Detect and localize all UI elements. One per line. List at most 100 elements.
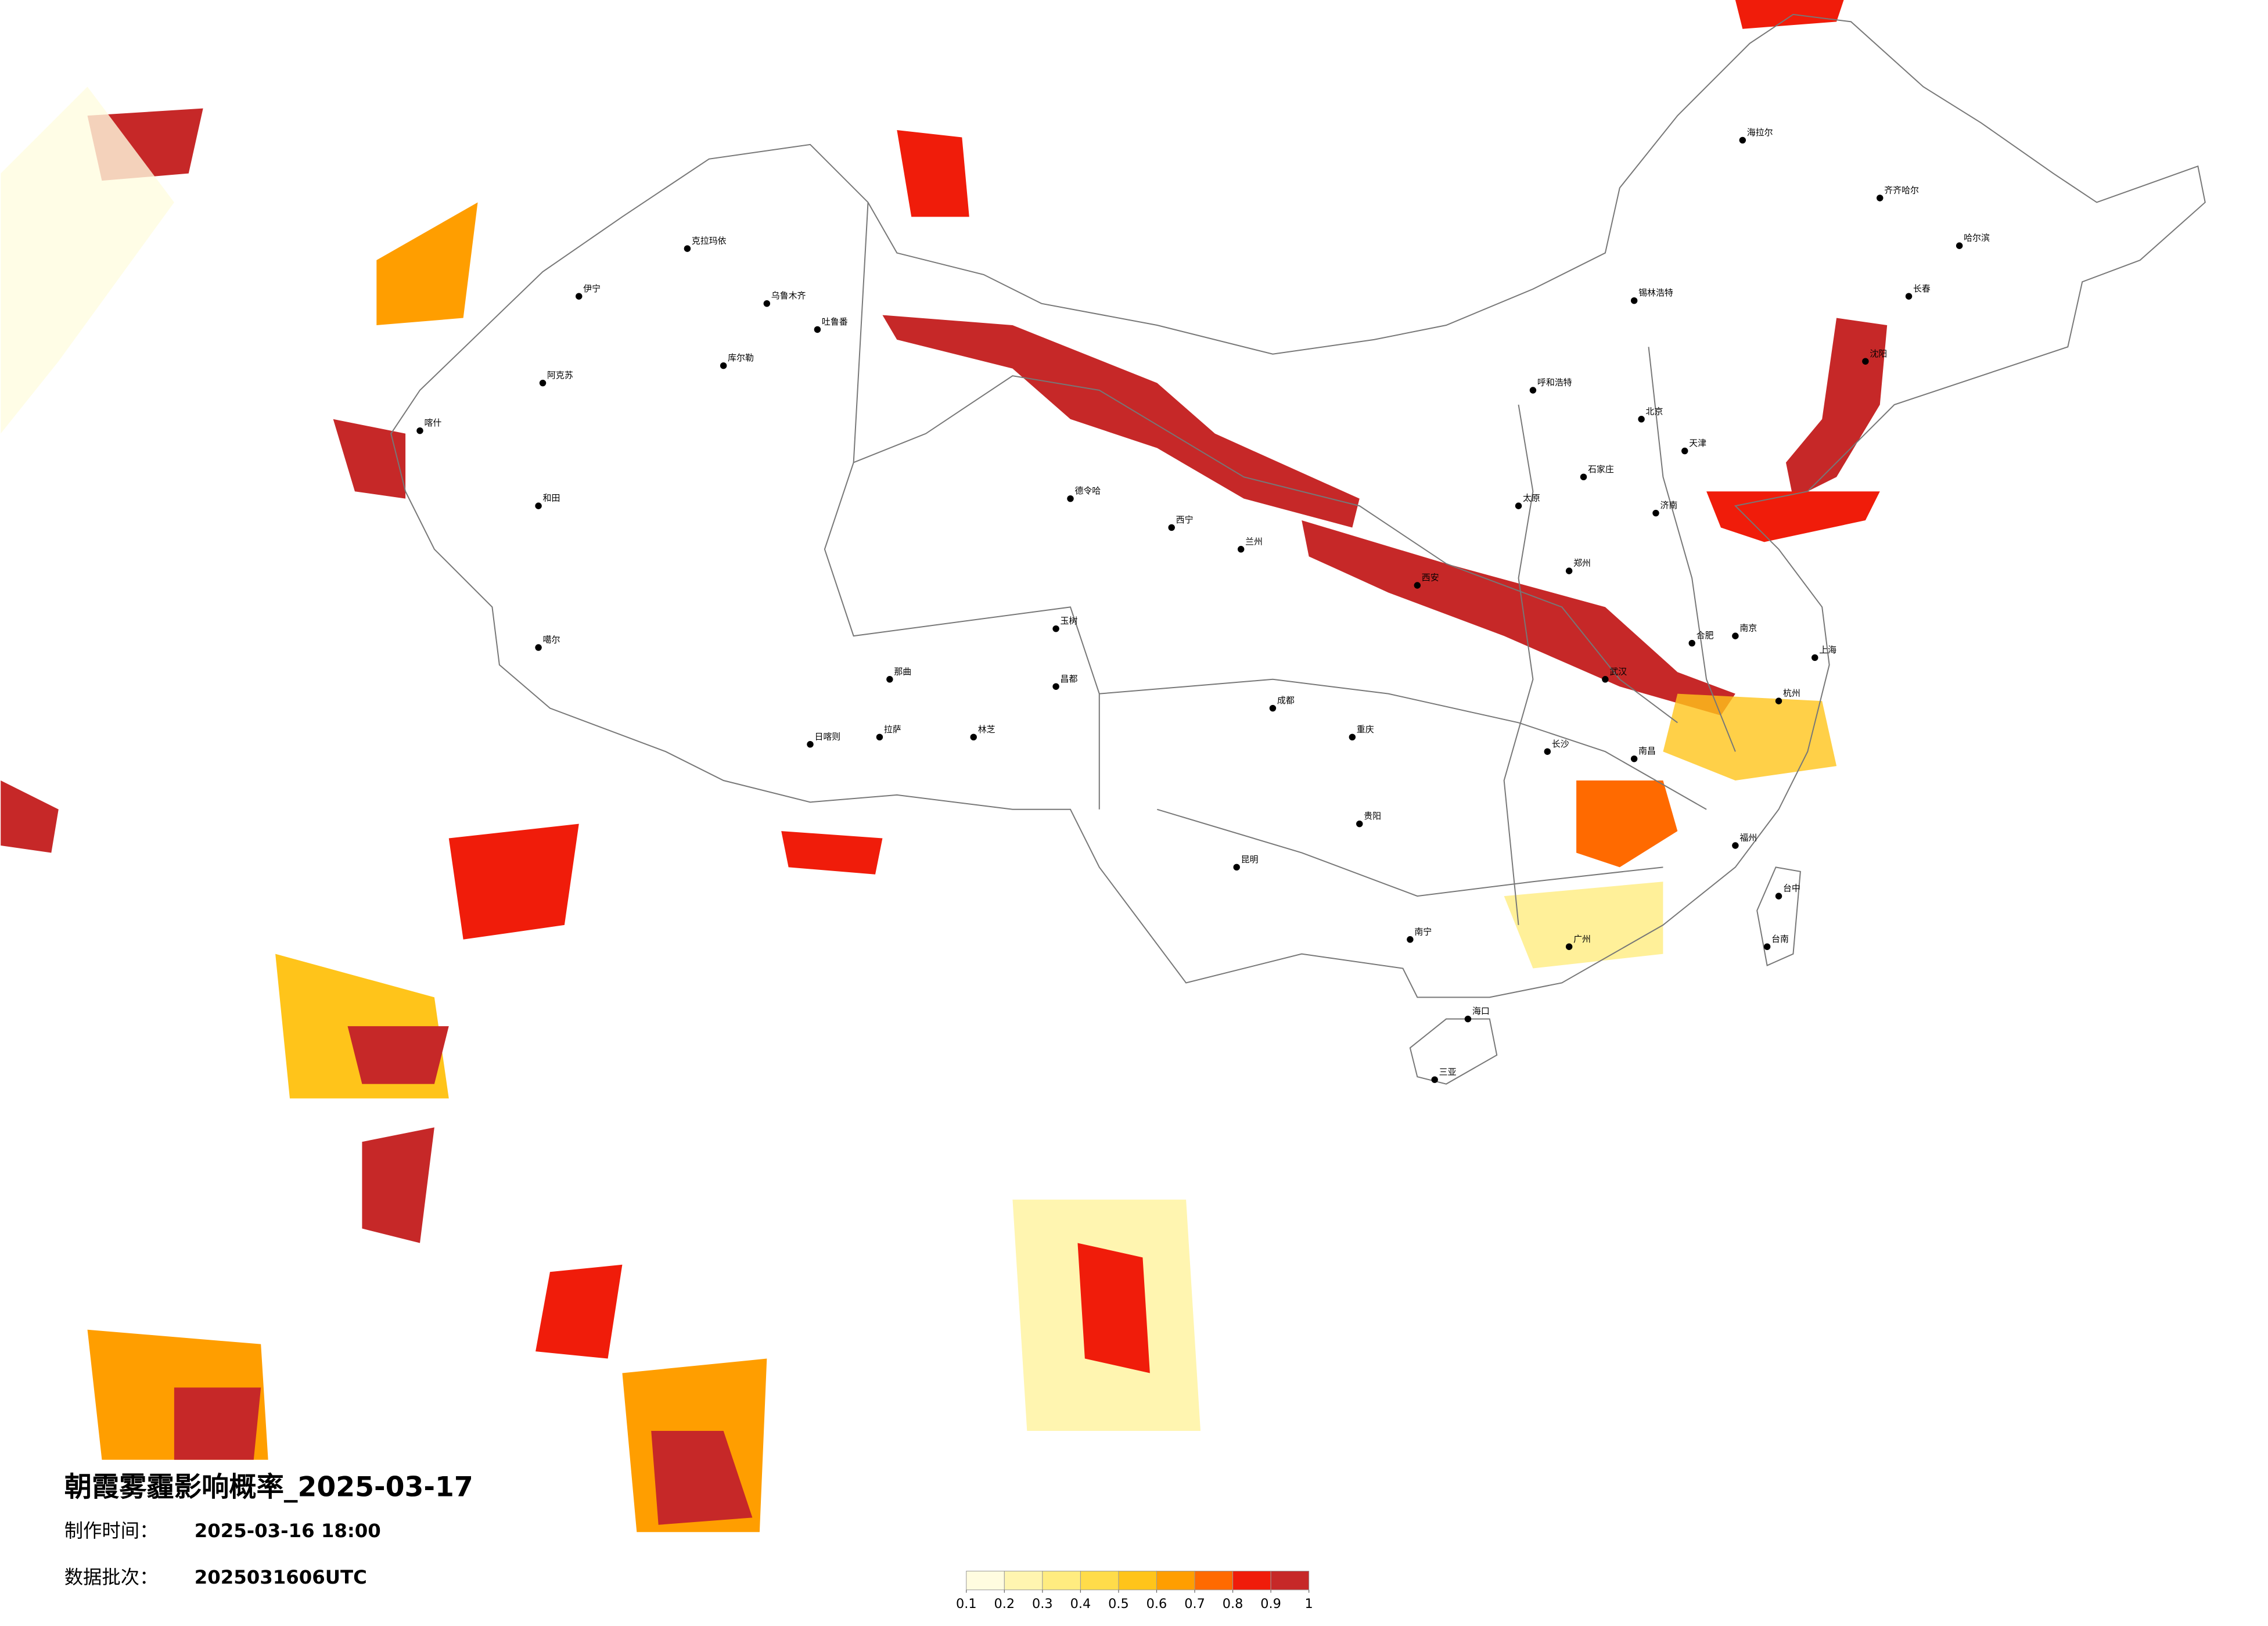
city-label: 昌都 bbox=[1061, 674, 1078, 684]
city-label: 兰州 bbox=[1245, 536, 1263, 546]
city-label: 南宁 bbox=[1414, 926, 1432, 937]
city-dot bbox=[1732, 632, 1739, 639]
colorbar-swatch bbox=[1118, 1570, 1157, 1591]
colorbar-swatch bbox=[1042, 1570, 1081, 1591]
city-label: 成都 bbox=[1277, 695, 1295, 706]
haze-area bbox=[882, 315, 1360, 528]
city-label: 昆明 bbox=[1241, 854, 1259, 865]
colorbar-tick-label: 0.1 bbox=[956, 1596, 977, 1611]
haze-area bbox=[347, 1026, 449, 1084]
haze-area bbox=[1706, 491, 1880, 542]
city-dot bbox=[1052, 625, 1059, 632]
city-dot bbox=[1233, 864, 1240, 871]
city-label: 林芝 bbox=[978, 724, 995, 735]
haze-area bbox=[1735, 0, 1844, 29]
city-dot bbox=[1414, 582, 1421, 589]
city-dot bbox=[1544, 748, 1551, 755]
city-label: 日喀则 bbox=[814, 731, 840, 742]
haze-area bbox=[333, 419, 406, 499]
city-label: 上海 bbox=[1819, 645, 1836, 655]
city-dot bbox=[535, 502, 542, 509]
colorbar: 0.1 0.2 0.3 0.4 0.5 0.6 0.7 0.8 0.9 1 bbox=[956, 1570, 1313, 1611]
city-dot bbox=[1630, 297, 1638, 304]
haze-area bbox=[781, 831, 883, 875]
haze-area bbox=[1785, 318, 1888, 499]
city-label: 德令哈 bbox=[1074, 485, 1101, 496]
city-dot bbox=[807, 741, 814, 748]
colorbar-tick-label: 0.9 bbox=[1260, 1596, 1281, 1611]
city-label: 贵阳 bbox=[1364, 811, 1381, 821]
city-dot bbox=[1431, 1076, 1438, 1083]
city-label: 天津 bbox=[1689, 438, 1706, 448]
city-label: 伊宁 bbox=[583, 283, 601, 294]
city-dot bbox=[1602, 676, 1609, 683]
province-line bbox=[853, 375, 1678, 724]
city-label: 南京 bbox=[1739, 623, 1757, 634]
city-dot bbox=[763, 300, 771, 307]
city-label: 喀什 bbox=[424, 418, 441, 428]
city-label: 海口 bbox=[1472, 1006, 1490, 1016]
city-label: 广州 bbox=[1573, 934, 1591, 944]
city-dot bbox=[1565, 943, 1573, 950]
city-label: 拉萨 bbox=[884, 724, 901, 735]
city-label: 三亚 bbox=[1439, 1067, 1457, 1077]
batch-label: 数据批次： bbox=[64, 1566, 159, 1588]
haze-area bbox=[1504, 882, 1663, 969]
colorbar-swatch bbox=[1270, 1570, 1310, 1591]
city-label: 哈尔滨 bbox=[1964, 233, 1990, 243]
city-dot bbox=[1956, 242, 1963, 249]
haze-area bbox=[1302, 520, 1735, 715]
haze-area bbox=[376, 202, 478, 325]
city-dot bbox=[1067, 495, 1074, 502]
city-label: 长沙 bbox=[1552, 739, 1569, 749]
city-label: 北京 bbox=[1646, 406, 1663, 416]
city-label: 长春 bbox=[1913, 283, 1931, 294]
city-label: 那曲 bbox=[894, 666, 911, 677]
city-label: 噶尔 bbox=[543, 635, 560, 645]
city-label: 和田 bbox=[543, 493, 560, 503]
city-label: 台南 bbox=[1771, 934, 1789, 944]
city-dot bbox=[1681, 447, 1688, 455]
city-label: 南昌 bbox=[1638, 746, 1656, 756]
city-dot bbox=[1739, 136, 1746, 144]
colorbar-swatch bbox=[966, 1570, 1005, 1591]
province-line bbox=[1503, 404, 1534, 925]
city-label: 玉树 bbox=[1061, 616, 1078, 626]
china-outline bbox=[390, 13, 2206, 998]
city-label: 乌鲁木齐 bbox=[771, 290, 806, 301]
city-dot bbox=[1862, 358, 1869, 365]
city-dot bbox=[1775, 697, 1782, 704]
colorbar-swatch bbox=[1004, 1570, 1043, 1591]
city-dot bbox=[876, 733, 883, 741]
province-line bbox=[1648, 347, 1736, 752]
city-label: 锡林浩特 bbox=[1638, 287, 1673, 298]
colorbar-tick-label: 0.7 bbox=[1184, 1596, 1205, 1611]
city-dot bbox=[1688, 639, 1695, 647]
city-dot bbox=[1052, 683, 1059, 690]
city-dot bbox=[1168, 524, 1175, 531]
city-dot bbox=[1580, 473, 1587, 481]
map-title: 朝霞雾霾影响概率_2025-03-17 bbox=[64, 1472, 473, 1503]
city-dot bbox=[1529, 387, 1537, 394]
city-dot bbox=[1763, 943, 1771, 950]
city-dot bbox=[416, 427, 423, 434]
haze-area bbox=[1, 780, 59, 853]
province-line bbox=[1099, 678, 1707, 810]
batch-id: 2025031606UTC bbox=[195, 1566, 367, 1588]
city-dot bbox=[1356, 820, 1363, 828]
haze-area bbox=[651, 1431, 753, 1525]
city-dot bbox=[1407, 936, 1414, 943]
city-label: 台中 bbox=[1783, 883, 1800, 894]
city-label: 西宁 bbox=[1176, 515, 1194, 525]
city-dot bbox=[1464, 1015, 1472, 1023]
haze-area bbox=[535, 1264, 623, 1359]
city-dot bbox=[684, 245, 691, 252]
city-label: 海拉尔 bbox=[1747, 127, 1773, 138]
haze-area bbox=[1077, 1243, 1150, 1373]
haze-area bbox=[448, 823, 579, 940]
city-dot bbox=[1732, 842, 1739, 849]
colorbar-swatch bbox=[1156, 1570, 1195, 1591]
hainan-outline bbox=[1409, 1018, 1498, 1085]
